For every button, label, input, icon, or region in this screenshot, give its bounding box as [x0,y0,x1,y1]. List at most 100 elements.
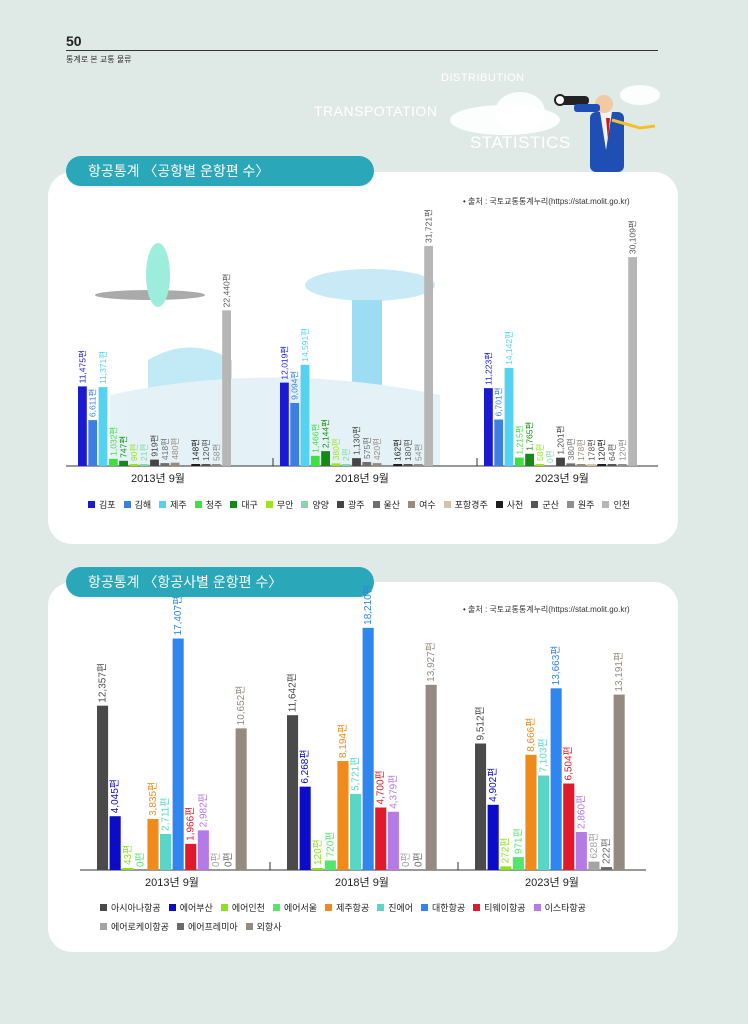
bar-에어부산 [487,804,499,870]
legend-item: 양양 [301,498,329,511]
bar-여수 [170,462,180,466]
tower-top [305,269,435,301]
bar-에어서울 [324,860,336,870]
bar-광주 [150,459,159,466]
legend-label: 청주 [205,500,223,510]
legend-item: 에어로케이항공 [100,920,169,933]
legend-item: 진에어 [377,901,413,914]
bar-진에어 [160,833,172,870]
data-label: 0편 [413,852,425,867]
legend-swatch [495,501,503,508]
legend-item: 에어서울 [272,901,317,914]
bar-진에어 [350,793,362,870]
bar-청주 [310,455,320,466]
data-label: 11,371편 [98,351,108,384]
legend-item: 제주 [159,498,187,511]
airport-chart-title: 항공통계 〈공항별 운항편 수〉 [66,156,374,186]
bar-군산 [607,464,617,466]
page-subtitle: 통계로 본 교통 물류 [66,55,132,64]
legend-swatch [408,501,416,508]
data-label: 120편 [617,439,627,461]
bar-김포 [484,388,493,466]
data-label: 17,407편 [172,596,184,636]
legend-item: 무안 [265,498,293,511]
legend-label: 포항경주 [454,500,488,510]
legend-label: 대한항공 [432,903,466,913]
legend-label: 광주 [347,500,365,510]
legend-swatch [88,501,95,508]
data-label: 575편 [362,437,372,459]
bar-아시아나항공 [97,705,109,870]
data-label: 1,966편 [185,807,197,841]
bar-대한항공 [550,688,562,870]
data-label: 4,700편 [375,770,387,804]
plane-body [146,243,170,307]
bar-사천 [393,464,403,466]
bar-에어로케이항공 [588,861,600,870]
data-label: 2,711편 [160,797,172,830]
data-label: 4,045편 [109,779,121,813]
legend-label: 원주 [577,500,595,510]
data-label: 1,201편 [556,426,566,455]
data-label: 148편 [191,439,201,461]
legend-item: 이스타항공 [533,901,586,914]
legend-item: 외항사 [245,920,282,933]
bar-광주 [352,458,361,466]
bar-이스타항공 [575,831,587,870]
data-label: 7,103편 [538,738,550,772]
bar-무안 [129,464,139,466]
legend-swatch [272,904,280,911]
bar-사천 [191,464,201,466]
data-label: 180편 [403,439,413,461]
category-label: 2013년 9월 [131,472,185,485]
bar-제주 [98,387,108,466]
data-label: 58편 [211,444,221,461]
data-label: 420편 [372,438,382,460]
data-label: 30,109편 [628,220,638,254]
data-label: 2,982편 [197,793,209,827]
bar-울산 [362,462,372,466]
legend-item: 울산 [372,498,401,511]
data-label: 0편 [210,852,222,867]
bar-군산 [403,464,413,466]
bar-사천 [597,464,607,466]
bar-인천 [222,310,231,466]
bar-원주 [211,464,221,466]
data-label: 628편 [588,833,600,859]
legend-item: 에어부산 [168,901,213,914]
data-label: 6,701편 [494,387,504,416]
bar-진에어 [538,775,550,870]
legend-swatch [245,923,253,930]
data-label: 5,721편 [350,757,362,791]
legend-swatch [194,501,202,508]
legend-item: 에어프레미아 [176,920,238,933]
legend-item: 대구 [230,498,258,511]
data-label: 272편 [500,837,512,863]
bar-제주항공 [337,761,349,870]
legend-item: 에어인천 [220,901,265,914]
legend-label: 에어인천 [231,903,265,913]
legend-label: 진에어 [388,903,414,913]
bar-김포 [280,382,289,466]
legend-swatch [531,501,539,508]
bar-티웨이항공 [185,843,197,870]
bar-대한항공 [362,627,374,870]
bar-에어인천 [312,868,324,870]
data-label: 120편 [597,439,607,461]
legend-label: 대구 [241,500,258,510]
legend-label: 외항사 [256,922,282,932]
bar-김해 [494,419,504,466]
legend-item: 아시아나항공 [100,901,161,914]
legend-swatch [168,904,176,911]
bar-대한항공 [172,638,184,870]
legend-label: 울산 [383,500,401,510]
data-label: 0편 [223,852,235,867]
banner-word-transportation: TRANSPOTATION [314,103,438,119]
data-label: 380편 [566,438,576,460]
banner-word-distribution: DISTRIBUTION [441,72,525,84]
legend-item: 티웨이항공 [473,901,526,914]
data-label: 720편 [324,832,336,858]
bar-이스타항공 [197,830,209,870]
legend-label: 제주항공 [336,903,370,913]
cloud-shape [495,92,545,132]
